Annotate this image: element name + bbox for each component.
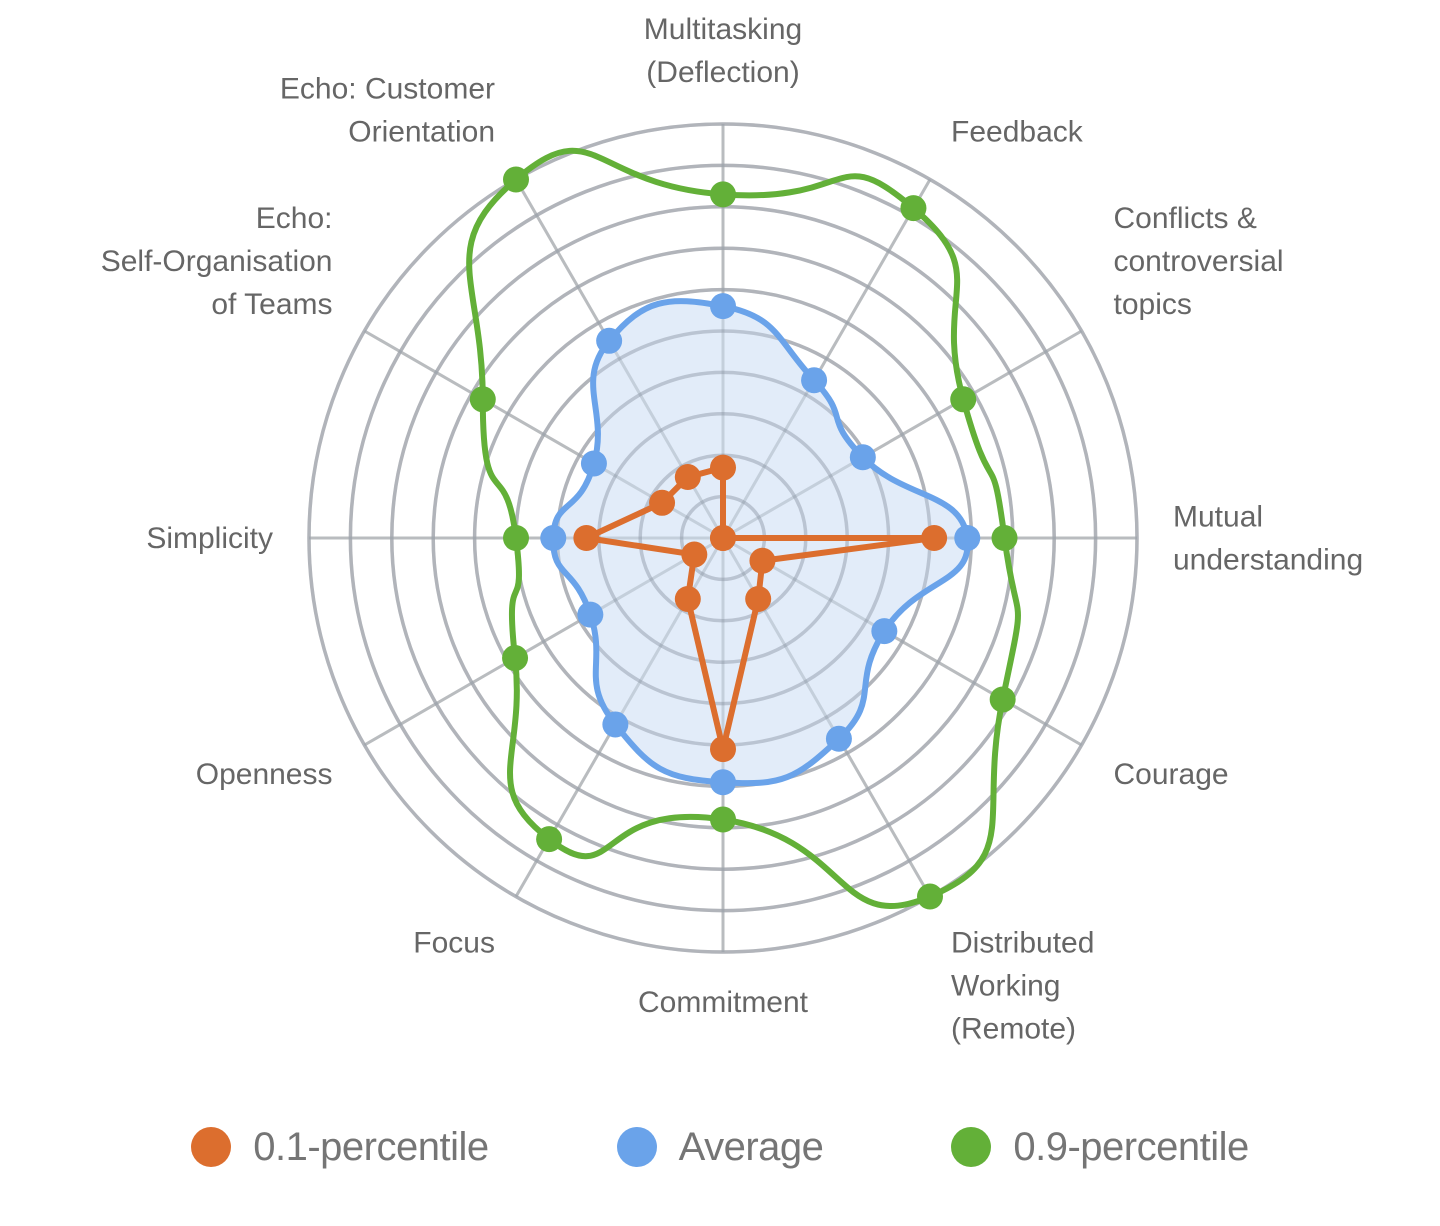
axis-label: Focus (413, 927, 495, 960)
grid-ring-overlay (307, 122, 1139, 954)
data-point-average[interactable] (710, 293, 736, 320)
data-point-average[interactable] (602, 711, 629, 738)
data-point-0-1-percentile[interactable] (681, 541, 708, 568)
data-point-0-1-percentile[interactable] (710, 454, 736, 481)
data-point-average[interactable] (871, 618, 898, 645)
axis-label: Feedback (951, 116, 1084, 149)
axis-label: Multitasking (Deflection) (644, 13, 802, 89)
data-point-average[interactable] (801, 367, 828, 394)
data-point-0-1-percentile[interactable] (710, 525, 736, 551)
legend-dot-icon (616, 1127, 657, 1167)
data-point-0-1-percentile[interactable] (674, 585, 701, 612)
data-point-0-9-percentile[interactable] (917, 883, 943, 910)
data-point-average[interactable] (580, 450, 607, 477)
data-point-average[interactable] (710, 769, 736, 796)
radar-chart-svg: Multitasking (Deflection) Feedback Conflict… (101, 13, 1363, 1046)
legend-dot-icon (951, 1127, 992, 1167)
data-point-0-9-percentile[interactable] (950, 386, 977, 413)
data-point-0-1-percentile[interactable] (921, 525, 948, 551)
data-point-0-9-percentile[interactable] (710, 806, 736, 833)
grid-spoke-overlay (722, 536, 1083, 747)
data-point-0-9-percentile[interactable] (469, 386, 496, 413)
grid-spoke-overlay (721, 178, 932, 539)
data-point-0-1-percentile[interactable] (749, 547, 776, 574)
data-point-average[interactable] (540, 525, 567, 551)
legend-item-0.9-percentile[interactable]: 0.9-percentile (951, 1124, 1249, 1170)
data-point-0-1-percentile[interactable] (745, 585, 772, 612)
data-point-0-9-percentile[interactable] (502, 645, 529, 672)
data-point-0-1-percentile[interactable] (573, 525, 600, 551)
axis-label: Conflicts & controversial topics (1114, 202, 1284, 321)
data-point-0-9-percentile[interactable] (710, 181, 736, 208)
data-point-0-9-percentile[interactable] (503, 525, 529, 551)
data-point-average[interactable] (577, 601, 604, 628)
legend-label: 0.9-percentile (1013, 1124, 1249, 1169)
axis-label: Echo: Customer Orientation (280, 73, 495, 149)
data-point-average[interactable] (849, 444, 876, 471)
chart-legend: 0.1-percentile Average 0.9-percentile (0, 1112, 1440, 1182)
axis-label: Distributed Working (Remote) (951, 927, 1094, 1046)
data-point-average[interactable] (954, 525, 981, 551)
legend-label: Average (678, 1124, 824, 1169)
data-point-0-1-percentile[interactable] (674, 464, 701, 491)
axis-label: Commitment (638, 986, 809, 1019)
grid-spoke-overlay (363, 536, 724, 747)
data-point-0-9-percentile[interactable] (991, 525, 1018, 551)
data-point-0-9-percentile[interactable] (536, 826, 563, 853)
legend-dot-icon (191, 1127, 232, 1167)
axis-label: Openness (196, 758, 333, 791)
data-point-0-1-percentile[interactable] (710, 736, 736, 763)
axis-labels: Multitasking (Deflection) Feedback Conflict… (101, 13, 1363, 1046)
axis-label: Mutual understanding (1173, 501, 1363, 577)
axis-label: Simplicity (146, 522, 273, 555)
data-point-0-9-percentile[interactable] (900, 195, 927, 222)
data-point-average[interactable] (825, 725, 852, 752)
legend-item-average[interactable]: Average (616, 1124, 824, 1170)
axis-label: Courage (1114, 758, 1229, 791)
radar-chart: Multitasking (Deflection) Feedback Conflict… (101, 13, 1363, 1046)
data-point-0-9-percentile[interactable] (989, 686, 1016, 713)
series-fill-average (553, 299, 968, 784)
data-point-average[interactable] (596, 327, 623, 354)
axis-label: Echo: Self-Organisation of Teams (101, 202, 333, 321)
data-point-0-1-percentile[interactable] (649, 489, 676, 516)
legend-item-0.1-percentile[interactable]: 0.1-percentile (191, 1124, 489, 1170)
data-point-0-9-percentile[interactable] (503, 166, 529, 193)
radar-series-layer (307, 122, 1139, 954)
grid-spoke-overlay (722, 329, 1083, 540)
legend-label: 0.1-percentile (253, 1124, 489, 1169)
grid-ring-overlay (348, 163, 1098, 913)
